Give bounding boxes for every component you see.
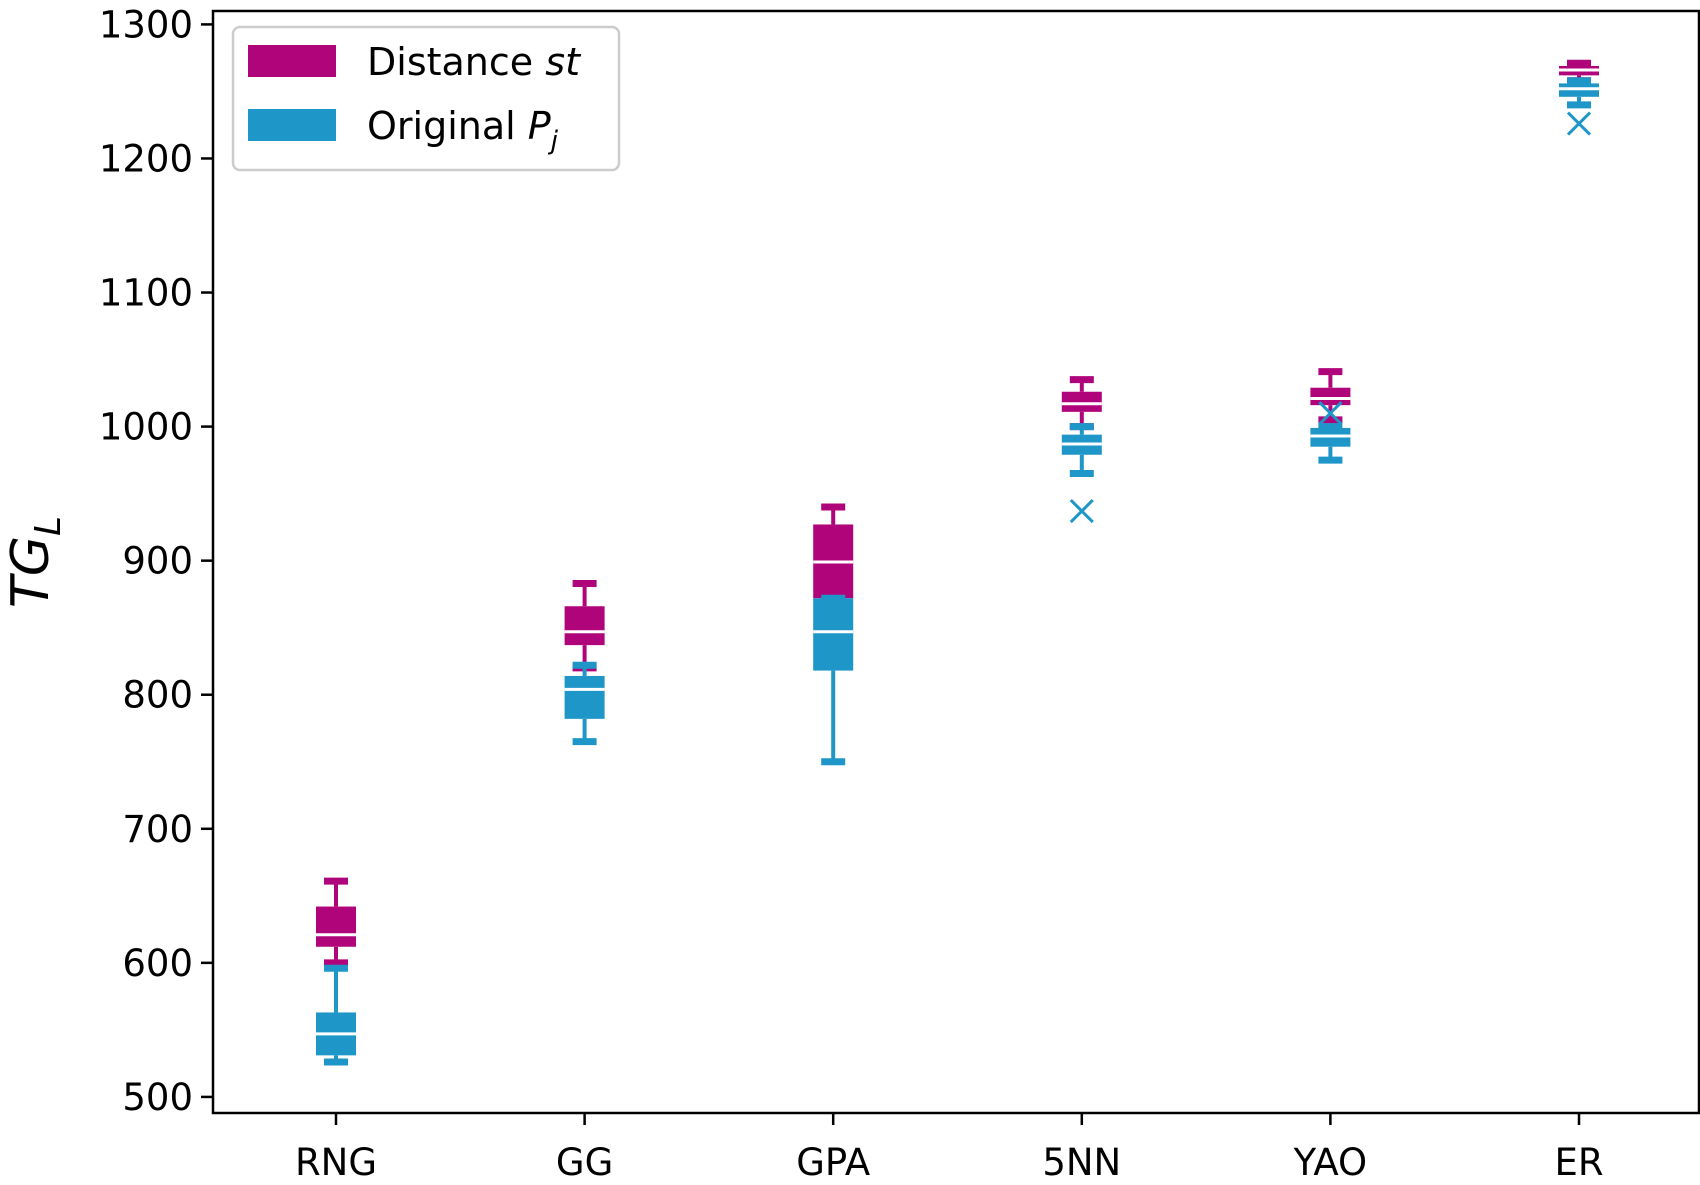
- box-GPA: [813, 594, 854, 766]
- y-axis: 500 600 700 800 900 1000 1100 1200 1300: [99, 3, 213, 1119]
- outlier-marker: [1069, 498, 1094, 524]
- box-YAO: [1310, 401, 1351, 464]
- box-RNG: [316, 877, 356, 967]
- box-GG: [564, 661, 605, 746]
- y-tick-label: 1000: [99, 406, 193, 449]
- x-tick-label: RNG: [295, 1141, 377, 1184]
- box-5NN: [1061, 376, 1102, 431]
- series-0: [316, 59, 1599, 967]
- legend: Distance st Original Pj: [231, 25, 621, 172]
- x-tick-label: GG: [556, 1141, 613, 1184]
- box-body: [564, 675, 605, 719]
- x-tick-label: ER: [1554, 1141, 1603, 1184]
- x-tick-label: YAO: [1293, 1141, 1368, 1184]
- plot-frame: [211, 9, 1700, 1115]
- outlier-marker: [1566, 111, 1592, 136]
- y-tick-label: 900: [122, 540, 193, 583]
- box-body: [813, 598, 854, 671]
- box-5NN: [1061, 423, 1102, 524]
- legend-label-distance: Distance st: [367, 40, 582, 84]
- y-tick-label: 1100: [99, 272, 193, 315]
- x-tick-label: GPA: [796, 1141, 870, 1184]
- box-GG: [564, 579, 605, 672]
- y-tick-label: 1200: [99, 137, 193, 180]
- x-axis: RNG GG GPA 5NN YAO ER: [295, 1113, 1604, 1184]
- y-tick-label: 600: [122, 942, 193, 985]
- plot-layer: [316, 59, 1599, 1066]
- legend-swatch-distance: [248, 45, 336, 77]
- box-body: [316, 906, 356, 947]
- box-body: [1310, 387, 1351, 406]
- y-tick-label: 800: [122, 674, 193, 717]
- legend-swatch-original: [248, 109, 336, 141]
- y-tick-label: 700: [122, 808, 193, 851]
- y-axis-label: TGL: [1, 516, 69, 608]
- legend-label-original: Original Pj: [367, 104, 559, 156]
- y-tick-label: 500: [122, 1076, 193, 1119]
- series-1: [316, 77, 1599, 1066]
- box-RNG: [316, 964, 356, 1066]
- box-body: [1061, 391, 1102, 412]
- outlier-marker: [1318, 401, 1343, 426]
- box-body: [564, 606, 605, 646]
- box-ER: [1559, 77, 1599, 136]
- y-tick-label: 1300: [99, 3, 193, 46]
- x-tick-label: 5NN: [1042, 1141, 1121, 1184]
